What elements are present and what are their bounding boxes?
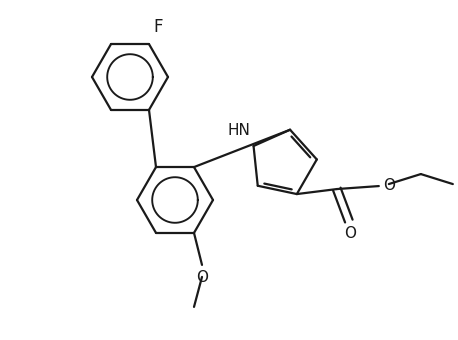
Text: O: O (383, 177, 395, 192)
Text: HN: HN (228, 123, 251, 138)
Text: F: F (153, 18, 163, 36)
Text: O: O (344, 226, 356, 241)
Text: O: O (196, 270, 208, 285)
